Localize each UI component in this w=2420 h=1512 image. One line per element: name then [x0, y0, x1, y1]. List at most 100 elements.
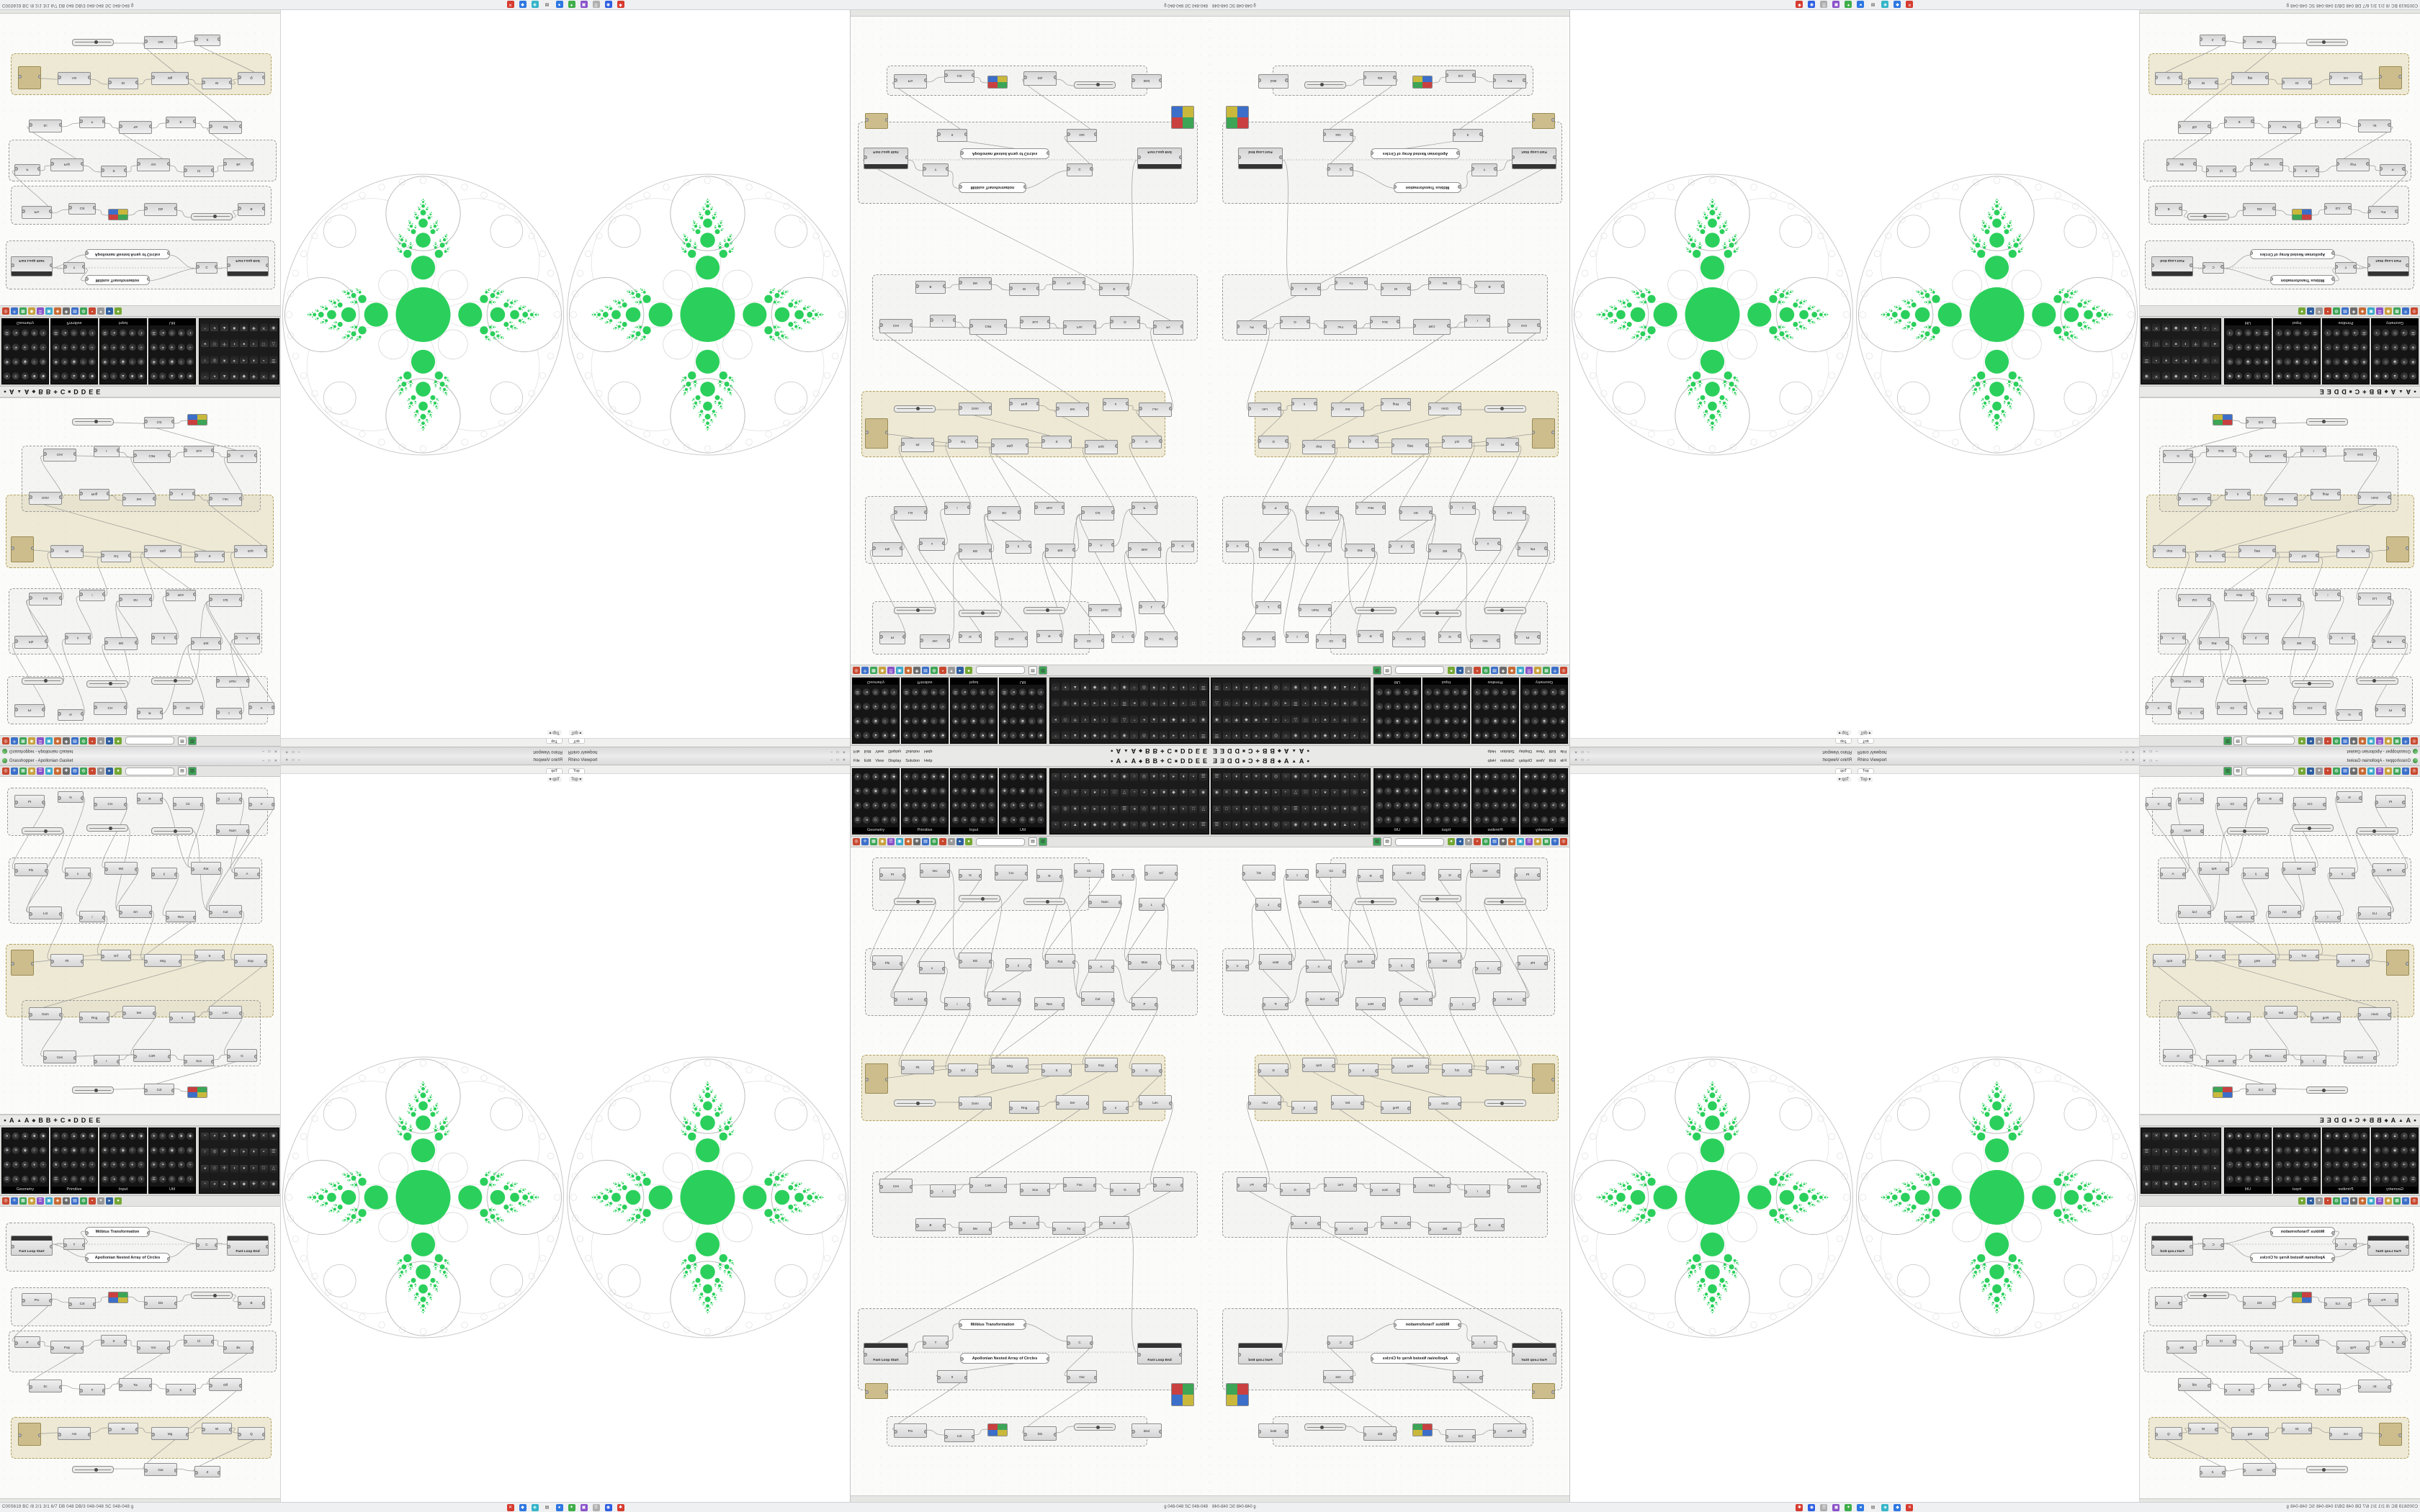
gh-component[interactable]: Pt	[2375, 704, 2406, 717]
slider-knob[interactable]	[2203, 1293, 2208, 1297]
component-icon[interactable]: ♦	[2284, 343, 2292, 351]
labeled-component[interactable]: Möbius Transformation	[85, 275, 150, 285]
component-icon[interactable]: ▪	[2152, 355, 2161, 364]
component-icon[interactable]: ■	[1384, 732, 1392, 739]
component-icon[interactable]: ♦	[2162, 355, 2171, 364]
component-icon[interactable]: ✕	[1189, 714, 1198, 723]
gh-component[interactable]: W	[2188, 78, 2218, 89]
component-icon[interactable]: ◇	[1350, 714, 1359, 723]
number-slider[interactable]	[2292, 680, 2334, 688]
component-icon[interactable]: ▪	[187, 343, 194, 351]
ribbon-tab-icon[interactable]: ●	[1307, 758, 1310, 764]
number-slider[interactable]	[86, 680, 128, 688]
component-icon[interactable]: ✛	[1482, 688, 1490, 696]
component-icon[interactable]: ○	[79, 1146, 87, 1154]
component-icon[interactable]: ▪	[1424, 801, 1432, 809]
gh-component[interactable]: T	[63, 1238, 85, 1250]
gh-component[interactable]: E	[2224, 1384, 2254, 1395]
document-icon[interactable]: ▤	[1028, 666, 1037, 675]
color-swatch[interactable]	[1171, 106, 1194, 129]
gh-component[interactable]: CirR	[2249, 1049, 2287, 1062]
component-icon[interactable]: ◑	[40, 1175, 48, 1183]
window-titlebar[interactable]: Grasshopper - Apollonian Gasket – □ ✕	[0, 746, 281, 756]
gh-component[interactable]: Cen	[43, 1050, 76, 1063]
gh-component[interactable]: P	[1131, 997, 1157, 1010]
component-icon[interactable]: ▸	[1443, 801, 1451, 809]
component-icon[interactable]: ▸	[2391, 1161, 2399, 1169]
color-swatch[interactable]	[187, 414, 207, 426]
gh-component[interactable]: Sca	[2206, 1055, 2236, 1066]
component-icon[interactable]: ▪	[939, 801, 947, 809]
gh-component[interactable]: S	[1041, 436, 1072, 449]
search-input[interactable]	[976, 666, 1025, 675]
component-icon[interactable]: ★	[1340, 698, 1349, 707]
gh-component[interactable]: Pv	[1153, 320, 1183, 335]
component-icon[interactable]: ◎	[89, 1146, 97, 1154]
component-icon[interactable]: ◐	[1500, 773, 1508, 780]
component-icon[interactable]: ◑	[89, 1175, 97, 1183]
gh-component[interactable]: Z	[194, 35, 220, 46]
component-icon[interactable]: ○	[30, 1146, 38, 1154]
component-icon[interactable]: ◉	[70, 358, 78, 366]
component-icon[interactable]: ♦	[2162, 1148, 2171, 1157]
gh-component[interactable]: Tx	[1052, 277, 1085, 290]
component-icon[interactable]: ◆	[240, 323, 248, 332]
component-icon[interactable]: ▪	[1037, 703, 1045, 711]
toolbar-icon[interactable]: ✚	[63, 737, 70, 744]
gh-component[interactable]: Srf	[1242, 631, 1276, 647]
gh-component[interactable]: P	[1263, 997, 1289, 1010]
component-icon[interactable]: ■	[230, 323, 238, 332]
window-buttons[interactable]: – □ ✕	[1573, 758, 1590, 762]
component-icon[interactable]: ○	[1051, 698, 1059, 707]
component-icon[interactable]: ◔	[1281, 714, 1290, 723]
gh-component[interactable]: Rev	[166, 911, 196, 922]
component-icon[interactable]: ▲	[220, 323, 229, 332]
component-icon[interactable]: ▲	[1150, 714, 1158, 723]
toolbar-icon[interactable]: ☰	[887, 838, 895, 845]
component-icon[interactable]: ◎	[2372, 358, 2380, 366]
component-icon[interactable]: ◂	[961, 688, 969, 696]
component-icon[interactable]: ★	[1150, 683, 1158, 691]
gh-component[interactable]: Cir	[2217, 797, 2247, 810]
component-icon[interactable]: ✚	[1000, 717, 1008, 725]
component-icon[interactable]: ■	[1080, 821, 1089, 829]
component-icon[interactable]: ◐	[12, 1132, 20, 1140]
viewport-canvas[interactable]: Top ▾	[1855, 774, 2139, 1502]
gh-component[interactable]: Mrg	[1392, 1058, 1429, 1074]
component-icon[interactable]: ◇	[2391, 329, 2399, 337]
component-icon[interactable]: ◂	[61, 329, 69, 337]
gh-component[interactable]: Cen	[2344, 1050, 2377, 1063]
component-icon[interactable]: ♦	[1179, 730, 1188, 739]
component-icon[interactable]: ▲	[1443, 773, 1451, 780]
gh-component[interactable]: Rev	[2224, 911, 2254, 922]
component-icon[interactable]: ▲	[220, 371, 229, 379]
slider-knob[interactable]	[980, 896, 985, 901]
component-icon[interactable]: ✛	[2333, 329, 2341, 337]
component-icon[interactable]: ◐	[1010, 773, 1018, 780]
ribbon-tab-icon[interactable]: ✚	[2362, 389, 2367, 394]
loop-component[interactable]: Fast Loop End	[2151, 1236, 2193, 1256]
component-icon[interactable]: ▸	[1090, 698, 1099, 707]
toolbar-icon[interactable]: ▤	[2341, 737, 2349, 744]
component-icon[interactable]: ●	[52, 1132, 60, 1140]
component-icon[interactable]: ◇	[1394, 688, 1402, 696]
component-icon[interactable]: ▸	[1170, 821, 1178, 829]
component-icon[interactable]: ○	[177, 1146, 185, 1154]
component-icon[interactable]: ✕	[159, 1146, 167, 1154]
component-icon[interactable]: ■	[1331, 773, 1340, 782]
ribbon-tab-icon[interactable]: ✚	[1160, 748, 1165, 753]
gh-component[interactable]: V	[1226, 541, 1249, 552]
gh-component[interactable]: Mir	[1428, 544, 1461, 559]
component-icon[interactable]: ◇	[2391, 1175, 2399, 1183]
gh-component[interactable]: Pln	[14, 636, 48, 649]
gh-component[interactable]: E	[1099, 1216, 1129, 1229]
component-icon[interactable]: ✕	[1301, 821, 1310, 829]
component-icon[interactable]: ▸	[1018, 703, 1026, 711]
component-icon[interactable]: ◎	[2275, 358, 2282, 366]
component-icon[interactable]: ▲	[1340, 821, 1349, 829]
toolbar-icon[interactable]: ▤	[71, 737, 79, 744]
gh-component[interactable]: G	[1280, 316, 1310, 329]
gh-component[interactable]: R	[2257, 793, 2283, 804]
number-slider[interactable]	[1023, 607, 1065, 614]
gh-component[interactable]: Cul	[2178, 594, 2211, 607]
